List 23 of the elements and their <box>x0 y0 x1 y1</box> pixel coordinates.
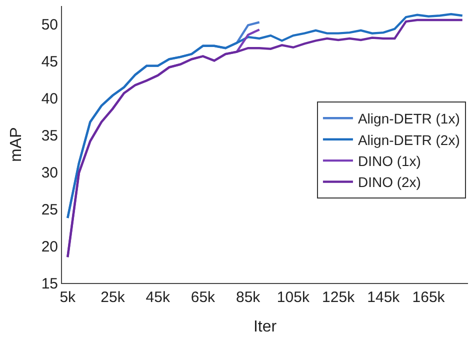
legend-label: DINO (1x) <box>358 153 421 169</box>
y-tick-label: 50 <box>41 16 58 34</box>
y-tick-label: 15 <box>41 275 58 292</box>
y-axis-title: mAP <box>8 127 26 162</box>
x-axis-title: Iter <box>253 318 278 336</box>
y-tick-label: 20 <box>41 238 58 256</box>
y-tick-label: 30 <box>41 164 58 182</box>
legend-label: Align-DETR (2x) <box>358 132 460 148</box>
legend-label: Align-DETR (1x) <box>358 110 460 127</box>
legend-label: DINO (2x) <box>358 174 421 190</box>
x-tick-label: 105k <box>276 289 310 306</box>
y-tick-label: 45 <box>41 54 58 71</box>
x-tick-label: 65k <box>190 289 216 306</box>
x-tick-label: 85k <box>236 289 261 306</box>
x-tick-label: 25k <box>100 289 126 306</box>
x-tick-label: 45k <box>146 289 170 306</box>
y-tick-label: 40 <box>41 90 58 108</box>
x-tick-label: 145k <box>367 289 400 306</box>
y-tick-label: 25 <box>41 201 58 218</box>
y-tick-label: 35 <box>41 128 58 145</box>
x-tick-label: 125k <box>322 289 356 306</box>
x-tick-label: 5k <box>60 289 76 306</box>
x-tick-label: 165k <box>412 289 446 306</box>
